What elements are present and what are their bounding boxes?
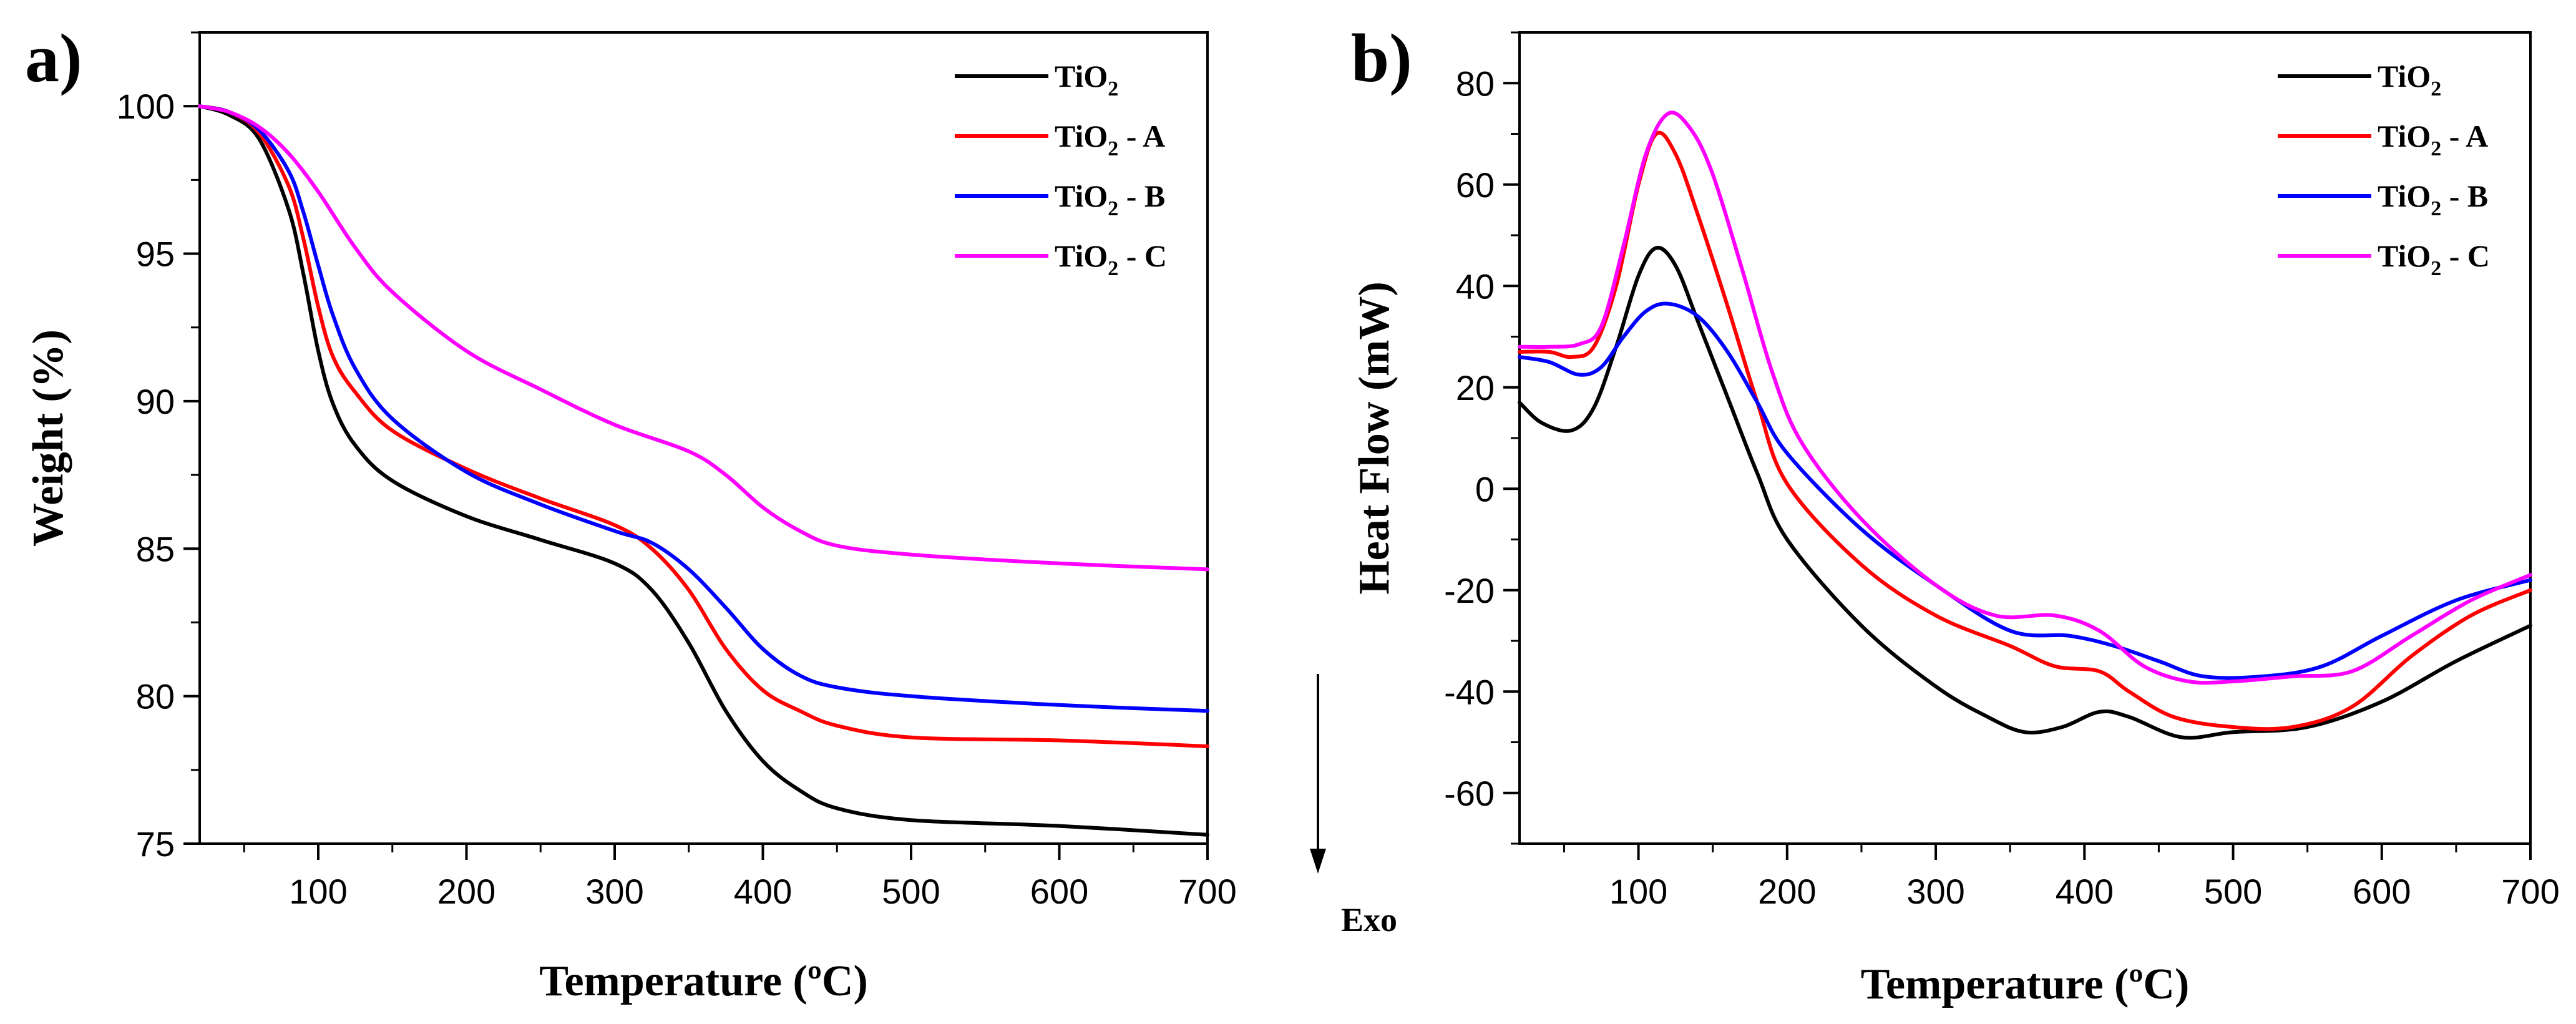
series-line-tio2-a [198, 104, 1209, 748]
x-tick-label: 200 [437, 872, 495, 911]
legend-label-suffix: - B [1118, 178, 1165, 213]
legend-label-suffix: - A [2441, 119, 2488, 154]
plot-frame [1518, 31, 2532, 845]
series-line-tio2 [198, 104, 1209, 837]
x-tick-label: 400 [2056, 872, 2114, 911]
panel-a-weight-chart: 100 200 300 400 500 600 700 75 80 85 90 95 100 Temper… [24, 20, 1237, 1005]
exo-arrow-head [1310, 849, 1326, 874]
legend-label-base: TiO [2378, 238, 2431, 273]
exo-label: Exo [1341, 901, 1397, 939]
x-axis-title: Temperature (ºC) [1861, 960, 2190, 1008]
series-line-tio2-c [198, 104, 1209, 572]
legend-label-base: TiO [1055, 59, 1108, 94]
y-tick-label: 90 [136, 382, 175, 421]
legend-label-base: TiO [1055, 119, 1108, 154]
x-tick-label: 600 [2353, 872, 2411, 911]
legend-label-suffix: - B [2441, 178, 2488, 213]
x-tick-label: 700 [1178, 872, 1236, 911]
x-tick-label: 100 [1609, 872, 1667, 911]
y-tick-label: -60 [1444, 774, 1495, 813]
legend-label-subscript: 2 [1108, 197, 1118, 220]
y-tick-label: 100 [117, 87, 175, 126]
legend-label: TiO2 - B [1055, 178, 1165, 220]
x-tick-label: 500 [882, 872, 940, 911]
panel-label: b) [1351, 20, 1412, 96]
legend-label: TiO2 - C [2378, 238, 2490, 280]
legend-label-subscript: 2 [2431, 197, 2441, 220]
panel-label: a) [25, 20, 82, 96]
series-line-tio2-b [198, 104, 1209, 713]
x-tick-label: 300 [585, 872, 643, 911]
y-tick-label: 40 [1456, 266, 1495, 306]
series-line-tio2-a [1518, 130, 2532, 731]
legend-label: TiO2 - A [2378, 119, 2488, 160]
legend-label-subscript: 2 [1108, 257, 1118, 280]
x-axis-title: Temperature (ºC) [539, 957, 868, 1005]
series-line-tio2-c [1518, 110, 2532, 685]
y-axis-title: Heat Flow (mW) [1350, 281, 1398, 595]
y-tick-label: -20 [1444, 571, 1495, 610]
y-tick-label: -40 [1444, 672, 1495, 711]
y-tick-label: 80 [136, 677, 175, 716]
x-tick-label: 400 [734, 872, 792, 911]
y-tick-label: 0 [1475, 469, 1495, 509]
legend-label-suffix: - A [1118, 119, 1165, 154]
legend-label: TiO2 - A [1055, 119, 1165, 160]
y-axis-title: Weight (%) [24, 329, 72, 547]
legend-label: TiO2 - B [2378, 178, 2488, 220]
y-tick-label: 95 [136, 235, 175, 274]
legend-label-suffix: - C [2441, 238, 2490, 273]
legend-label-base: TiO [2378, 178, 2431, 213]
legend-label-base: TiO [2378, 119, 2431, 154]
legend-label: TiO2 [1055, 59, 1118, 100]
y-tick-label: 85 [136, 529, 175, 568]
legend-label-subscript: 2 [2431, 257, 2441, 280]
x-tick-label: 100 [289, 872, 347, 911]
legend-label-subscript: 2 [1108, 77, 1118, 100]
legend-label-subscript: 2 [2431, 137, 2441, 160]
legend-label-base: TiO [1055, 238, 1108, 273]
legend-label: TiO2 - C [1055, 238, 1167, 280]
x-tick-label: 600 [1030, 872, 1088, 911]
x-tick-label: 500 [2204, 872, 2262, 911]
series-line-tio2 [1518, 245, 2532, 740]
legend-label-subscript: 2 [1108, 137, 1118, 160]
y-tick-label: 60 [1456, 165, 1495, 205]
legend-label-base: TiO [1055, 178, 1108, 213]
y-tick-label: 20 [1456, 368, 1495, 407]
y-tick-label: 80 [1456, 64, 1495, 103]
x-tick-label: 300 [1906, 872, 1964, 911]
legend-label-base: TiO [2378, 59, 2431, 94]
x-tick-label: 200 [1758, 872, 1816, 911]
x-tick-label: 700 [2501, 872, 2559, 911]
series-line-tio2-b [1518, 301, 2532, 680]
plot-frame [198, 31, 1209, 845]
legend-label-suffix: - C [1118, 238, 1167, 273]
y-tick-label: 75 [136, 824, 175, 864]
legend-label: TiO2 [2378, 59, 2441, 100]
legend-label-subscript: 2 [2431, 77, 2441, 100]
panel-b-heat-flow-chart: 100 200 300 400 500 600 700 -60 -40 -20 0 20 40 60 80 T… [1310, 20, 2560, 1008]
